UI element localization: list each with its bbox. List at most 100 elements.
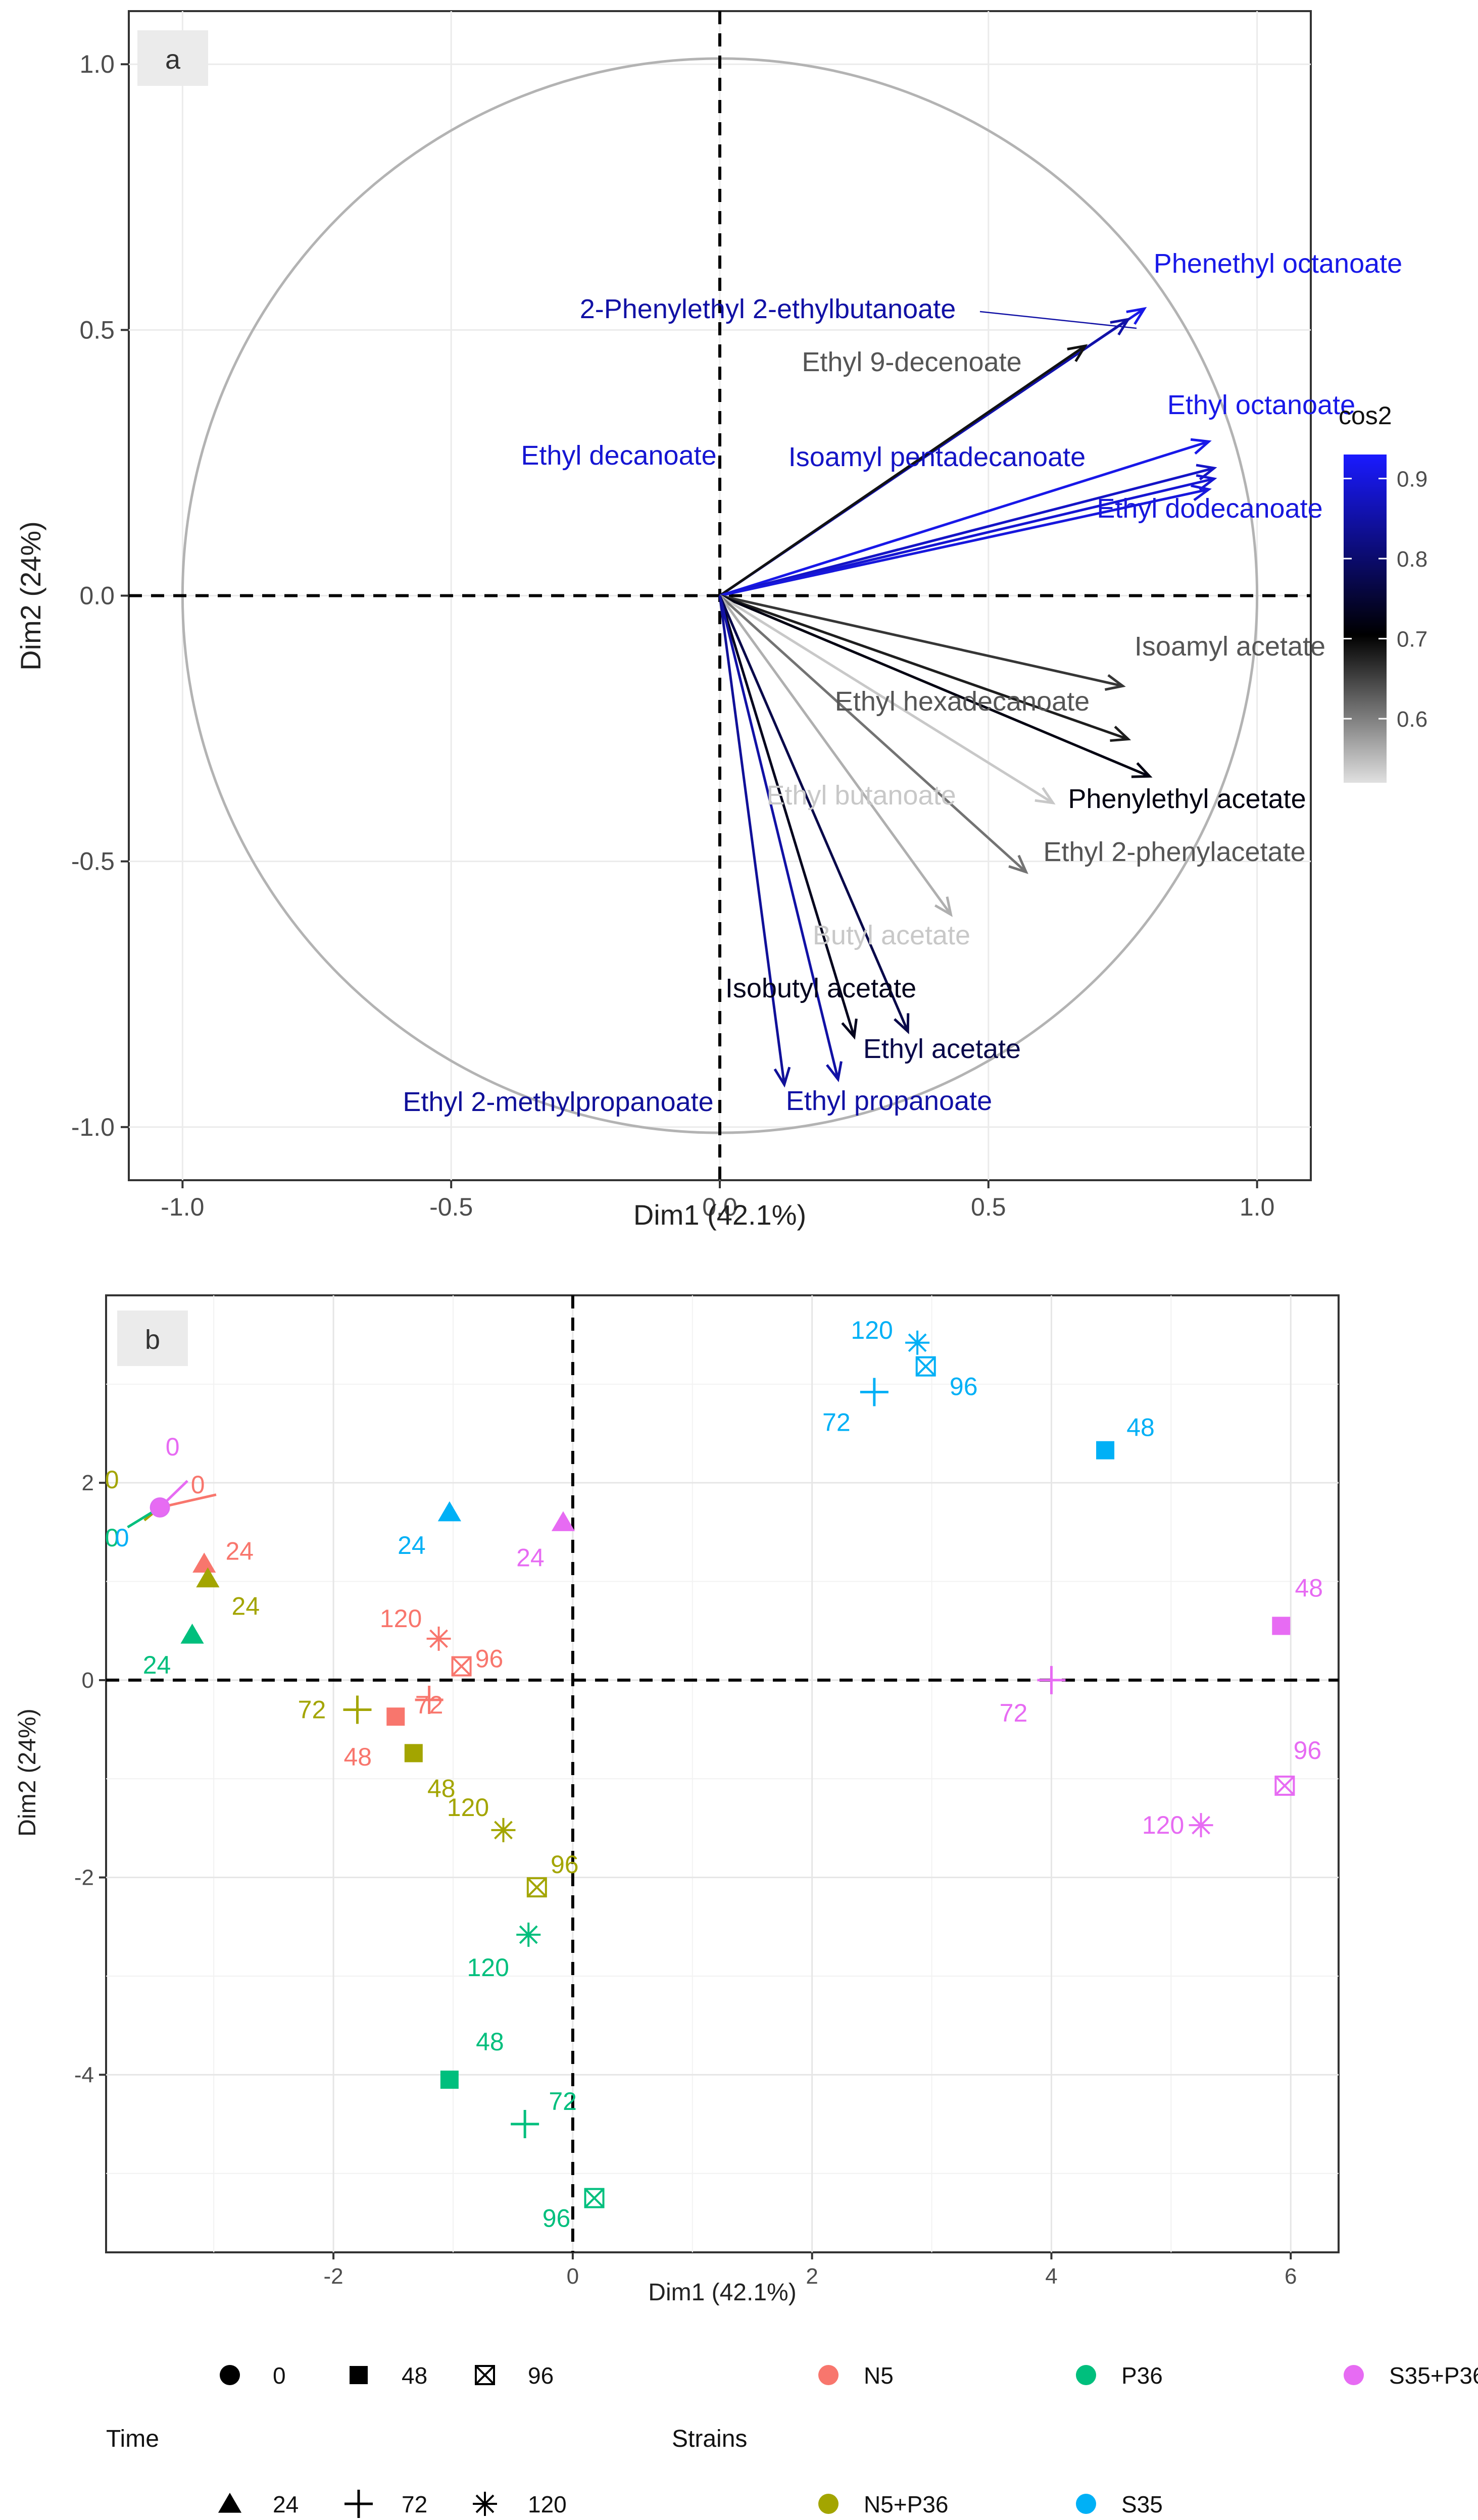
label-ethyl-2-phenylacetate: Ethyl 2-phenylacetate (1043, 837, 1305, 867)
arrow-shaft-ethyl-2-phenylacetate (719, 594, 1027, 873)
label-n5-t48: 48 (343, 1743, 372, 1771)
label-ethyl-propanoate: Ethyl propanoate (786, 1086, 992, 1116)
arrow-head-ethyl-2-methylpropanoate (773, 1067, 791, 1088)
point-n5-p36-t96-x2 (527, 1877, 547, 1897)
legend-time-marker-96-x2 (475, 2365, 495, 2385)
point-s35-t24-triangle (437, 1501, 461, 1522)
legend-strain-s35-p36: S35+P36 (1344, 2362, 1478, 2389)
sample-points (150, 1330, 1295, 2208)
panel-a-y-tick-label-3: 0.5 (79, 316, 115, 344)
point-s35-p36-t72 (1037, 1666, 1066, 1694)
label-s35-t120: 120 (851, 1316, 893, 1344)
panel-a-x-ticks: -1.0 -0.5 0.0 0.5 1.0 (161, 1180, 1274, 1221)
point-p36-t96 (584, 2188, 605, 2208)
panel-a-x-axis-title: Dim1 (42.1%) (633, 1199, 806, 1231)
point-s35-p36-t24-triangle (551, 1511, 575, 1531)
panel-a-tag-box (137, 30, 208, 86)
legend-time-marker-0-circle (220, 2365, 240, 2385)
legend-time-marker-120-ray-3 (475, 2494, 495, 2513)
legend-time-marker-0 (220, 2365, 240, 2385)
colorbar-ticks: 0.6 0.7 0.8 0.9 (1344, 467, 1427, 732)
arrow-head-2-phenylethyl-2-ethylbutanoate (1110, 317, 1131, 336)
point-s35-t120-ray-3 (908, 1333, 927, 1352)
point-s35-t96 (915, 1356, 936, 1377)
label-s35-p36-t72: 72 (1000, 1699, 1028, 1727)
point-n5-t120-ray-3 (429, 1629, 448, 1648)
arrow-shaft-ethyl-octanoate (719, 440, 1209, 597)
point-p36-t24-triangle (180, 1624, 204, 1644)
arrow-head-ethyl-butanoate (1034, 787, 1056, 805)
legend-strain-label-s35: S35 (1121, 2491, 1163, 2517)
arrow-ethyl-octanoate (719, 438, 1212, 597)
point-n5-t96-x2 (452, 1656, 471, 1676)
legend-strain-swatch-s35-p36 (1344, 2365, 1364, 2385)
arrow-head-phenylethyl-acetate (1131, 762, 1153, 778)
point-s35-t48 (1096, 1441, 1115, 1459)
panel-b-x-ticks: -2 0 2 4 6 (324, 2252, 1297, 2289)
colorbar-gradient (1344, 455, 1387, 783)
arrow-butyl-acetate (718, 595, 953, 917)
arrow-head-isobutyl-acetate (841, 1018, 858, 1040)
arrow-head-ethyl-decanoate (1196, 474, 1217, 491)
legend-time-label-120: 120 (528, 2491, 567, 2517)
label-s35-p36-t96: 96 (1294, 1736, 1322, 1765)
point-p36-t48 (440, 2071, 459, 2089)
label-s35-t48: 48 (1126, 1414, 1155, 1442)
label-ethyl-2-methylpropanoate: Ethyl 2-methylpropanoate (403, 1087, 713, 1117)
label-p36-t120: 120 (467, 1953, 509, 1982)
label-isobutyl-acetate: Isobutyl acetate (725, 973, 916, 1003)
label-n5-t0: 0 (191, 1471, 205, 1499)
label-s35-p36-t24: 24 (516, 1543, 545, 1572)
legend-time-label-72: 72 (402, 2491, 427, 2517)
label-s35-t0: 0 (115, 1524, 129, 1552)
point-s35-p36-t96-x2 (1274, 1776, 1295, 1796)
point-n5-p36-t96 (526, 1877, 547, 1898)
arrow-shaft-isobutyl-acetate (718, 595, 856, 1037)
arrow-isoamyl-acetate (719, 594, 1126, 691)
point-p36-t48-square (440, 2071, 459, 2089)
arrow-shaft-ethyl-9-decenoate (719, 344, 1086, 597)
panel-a-y-tick-label-2: 0.0 (79, 582, 115, 610)
legend-strain-label-p36: P36 (1121, 2362, 1163, 2389)
arrow-head-ethyl-propanoate (825, 1061, 843, 1083)
label-n5-t120: 120 (380, 1604, 422, 1633)
arrow-shaft-ethyl-decanoate (719, 477, 1215, 597)
arrow-ethyl-dodecanoate (719, 484, 1212, 597)
colorbar-tick-label-0: 0.6 (1397, 707, 1427, 732)
arrow-shaft-isoamyl-pentadecanoate (719, 467, 1215, 597)
point-n5-t48 (386, 1707, 405, 1726)
arrow-ethyl-hexadecanoate (719, 594, 1131, 742)
point-p36-t120-ray-3 (519, 1925, 538, 1944)
label-s35-t24: 24 (398, 1531, 426, 1559)
label-n5-p36-t96: 96 (551, 1850, 579, 1879)
point-n5-t48-square (386, 1707, 405, 1726)
point-s35-t48-square (1096, 1441, 1115, 1459)
legend-time-marker-48 (350, 2366, 368, 2384)
arrow-head-ethyl-hexadecanoate (1110, 726, 1131, 742)
arrow-ethyl-2-methylpropanoate (718, 595, 791, 1088)
variable-arrows (718, 307, 1217, 1088)
label-s35-t96: 96 (950, 1373, 978, 1401)
arrow-shaft-ethyl-butanoate (719, 594, 1054, 804)
legend-strain-swatch-n5 (818, 2365, 839, 2385)
label-p36-t0: 0 (105, 1524, 119, 1552)
point-n5-p36-t24 (196, 1567, 220, 1588)
label-ethyl-butanoate: Ethyl butanoate (766, 780, 956, 811)
arrow-shaft-isoamyl-acetate (719, 594, 1123, 687)
panel-b-x-axis-title: Dim1 (42.1%) (648, 2279, 796, 2306)
arrow-head-ethyl-acetate (894, 1013, 910, 1034)
label-s35-p36-t48: 48 (1295, 1574, 1323, 1602)
panel-a-x-tick-label-4: 1.0 (1240, 1193, 1275, 1221)
panel-a-y-axis-title: Dim2 (24%) (15, 521, 46, 671)
panel-b-x-tick-label-4: 6 (1285, 2264, 1297, 2289)
arrow-shaft-ethyl-2-methylpropanoate (718, 595, 786, 1085)
label-n5-p36-t72: 72 (298, 1696, 326, 1724)
legend-time-label-96: 96 (528, 2362, 554, 2389)
panel-b-x-tick-label-1: 0 (567, 2264, 579, 2289)
label-ethyl-dodecanoate: Ethyl dodecanoate (1097, 493, 1322, 524)
legend-time-marker-24 (218, 2493, 242, 2513)
point-s35-t96-box (915, 1356, 936, 1377)
label-ethyl-decanoate: Ethyl decanoate (521, 440, 716, 471)
label-ethyl-hexadecanoate: Ethyl hexadecanoate (835, 686, 1090, 717)
